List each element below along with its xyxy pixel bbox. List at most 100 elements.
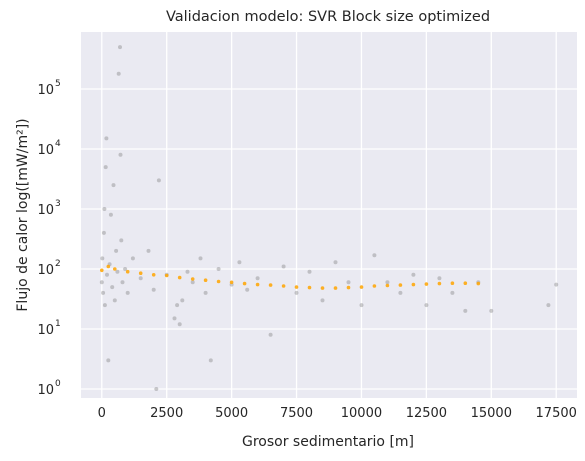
- svg-text:10: 10: [37, 83, 54, 98]
- y-tick-label: 10 0: [37, 379, 61, 398]
- observed-point: [112, 298, 117, 303]
- observed-point: [411, 272, 416, 277]
- predicted-point: [307, 285, 312, 290]
- x-tick-labels: 0 2500 5000 7500 10000 12500 15000 17500: [98, 406, 577, 421]
- x-tick-label: 5000: [215, 406, 248, 421]
- observed-point: [156, 178, 161, 183]
- observed-point: [108, 212, 113, 217]
- predicted-point: [138, 271, 143, 276]
- observed-point: [424, 303, 429, 308]
- observed-point: [203, 290, 208, 295]
- predicted-point: [463, 281, 468, 286]
- x-tick-label: 17500: [536, 406, 577, 421]
- x-axis-label: Grosor sedimentario [m]: [242, 434, 414, 450]
- observed-point: [118, 45, 122, 50]
- observed-point: [172, 316, 177, 321]
- predicted-point: [437, 281, 442, 286]
- observed-point: [554, 282, 559, 287]
- x-tick-label: 7500: [280, 406, 313, 421]
- observed-point: [450, 290, 455, 295]
- observed-point: [208, 358, 213, 363]
- predicted-point: [333, 286, 338, 290]
- observed-point: [111, 183, 116, 188]
- observed-point: [398, 290, 403, 295]
- observed-point: [101, 290, 106, 295]
- predicted-point: [281, 284, 286, 288]
- observed-point: [175, 303, 180, 308]
- y-axis-label: Flujo de calor log([mW/m²]): [15, 118, 31, 311]
- observed-point: [151, 287, 156, 292]
- observed-point: [125, 290, 130, 295]
- x-tick-label: 15000: [471, 406, 512, 421]
- predicted-point: [190, 277, 195, 281]
- observed-point: [116, 71, 121, 76]
- observed-point: [102, 303, 107, 308]
- observed-point: [99, 280, 104, 285]
- observed-point: [102, 207, 107, 211]
- predicted-point: [411, 282, 416, 287]
- predicted-point: [255, 282, 260, 287]
- observed-point: [346, 280, 351, 285]
- y-tick-label: 10 2: [37, 259, 60, 278]
- observed-point: [115, 269, 120, 274]
- observed-point: [104, 136, 109, 141]
- observed-point: [489, 308, 494, 313]
- observed-point: [103, 165, 108, 170]
- x-tick-label: 2500: [150, 406, 183, 421]
- observed-point: [123, 267, 128, 271]
- predicted-point: [359, 285, 364, 289]
- predicted-point: [294, 285, 299, 289]
- svg-text:10: 10: [37, 203, 54, 218]
- observed-point: [180, 298, 185, 303]
- observed-point: [333, 260, 338, 265]
- svg-text:3: 3: [55, 199, 61, 209]
- predicted-point: [216, 279, 221, 284]
- observed-point: [320, 298, 325, 303]
- predicted-point: [398, 283, 403, 287]
- predicted-point: [385, 283, 390, 288]
- observed-point: [118, 152, 123, 157]
- grid: [81, 32, 577, 398]
- observed-point: [546, 303, 551, 308]
- predicted-point: [203, 278, 208, 283]
- predicted-point: [164, 273, 169, 278]
- observed-point: [437, 276, 442, 281]
- observed-point: [245, 287, 250, 292]
- observed-point: [307, 269, 312, 274]
- predicted-point: [372, 284, 377, 288]
- svg-text:0: 0: [55, 379, 61, 389]
- observed-point: [359, 303, 364, 308]
- observed-point: [106, 358, 111, 363]
- y-tick-label: 10 4: [37, 139, 61, 158]
- y-tick-label: 10 3: [37, 199, 60, 218]
- predicted-point: [151, 273, 156, 277]
- predicted-point: [106, 264, 111, 269]
- observed-point: [105, 272, 109, 277]
- svg-text:10: 10: [37, 263, 54, 278]
- predicted-point: [100, 268, 104, 273]
- data-points: [99, 45, 559, 391]
- y-tick-label: 10 1: [37, 319, 60, 338]
- svg-text:1: 1: [55, 319, 61, 329]
- predicted-point: [125, 269, 130, 274]
- observed-point: [130, 256, 135, 261]
- x-tick-label: 12500: [406, 406, 447, 421]
- observed-point: [372, 253, 377, 258]
- y-tick-label: 10 5: [37, 79, 60, 98]
- predicted-point: [450, 281, 455, 286]
- observed-point: [100, 256, 105, 261]
- predicted-point: [424, 282, 429, 286]
- observed-point: [385, 280, 390, 285]
- observed-point: [281, 264, 286, 269]
- observed-point: [138, 276, 143, 281]
- observed-point: [101, 230, 106, 235]
- observed-point: [463, 308, 468, 313]
- predicted-point: [268, 283, 273, 287]
- observed-point: [154, 387, 159, 391]
- predicted-point: [476, 281, 481, 286]
- predicted-point: [242, 281, 247, 286]
- predicted-point: [229, 280, 234, 285]
- x-tick-label: 0: [98, 406, 106, 421]
